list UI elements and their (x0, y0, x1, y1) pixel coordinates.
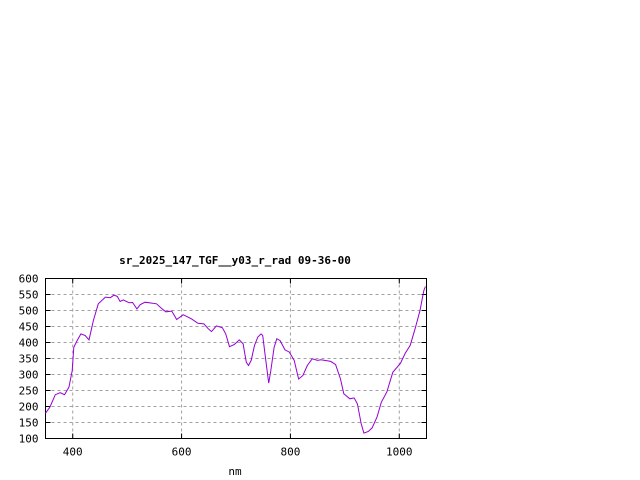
y-tick-label: 600 (19, 273, 39, 286)
y-tick-label: 250 (19, 385, 39, 398)
grid-lines (45, 278, 427, 439)
x-tick-label: 400 (63, 446, 83, 459)
x-tick-label: 1000 (386, 446, 413, 459)
y-tick-label: 100 (19, 433, 39, 446)
x-axis-label: nm (228, 465, 242, 478)
x-tick-label: 800 (280, 446, 300, 459)
y-tick-label: 450 (19, 321, 39, 334)
axis-ticks: 100 150 200 250 300 350 400 450 500 550 600 400 600 8… (19, 273, 427, 459)
y-tick-label: 350 (19, 353, 39, 366)
plot-frame (45, 278, 427, 439)
y-tick-label: 500 (19, 305, 39, 318)
y-tick-label: 550 (19, 289, 39, 302)
chart-title: sr_2025_147_TGF__y03_r_rad 09-36-00 (119, 254, 351, 267)
y-tick-label: 150 (19, 417, 39, 430)
y-tick-label: 200 (19, 401, 39, 414)
series-line (45, 286, 426, 434)
y-tick-label: 300 (19, 369, 39, 382)
y-tick-label: 400 (19, 337, 39, 350)
x-tick-label: 600 (172, 446, 192, 459)
